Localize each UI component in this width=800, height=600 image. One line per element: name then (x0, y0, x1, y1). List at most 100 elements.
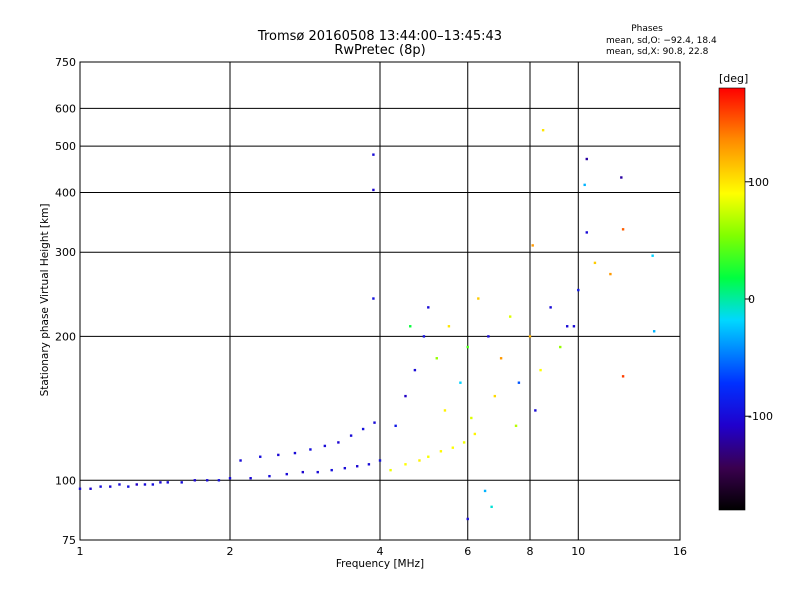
data-point (439, 450, 443, 453)
stats-line-x: mean, sd,X: 90.8, 22.8 (606, 47, 709, 57)
data-point (135, 483, 138, 486)
data-point (309, 448, 312, 451)
y-tick-label: 100 (55, 474, 76, 487)
data-point (565, 325, 569, 328)
data-point (508, 315, 512, 318)
data-point (367, 463, 371, 466)
data-point (217, 479, 221, 482)
x-tick-label: 8 (527, 545, 534, 558)
data-point (78, 487, 82, 490)
colorbar: [deg] 100 0 -100 (718, 72, 773, 511)
data-point (372, 153, 375, 156)
data-point (585, 157, 588, 161)
data-point (652, 330, 656, 333)
data-point (166, 481, 169, 484)
x-tick-label: 1 (77, 545, 84, 558)
y-axis-label: Stationary phase Virtual Height [km] (39, 204, 51, 397)
data-point (337, 441, 340, 444)
data-point (422, 335, 426, 338)
data-point (499, 357, 503, 360)
x-tick-label: 16 (673, 545, 687, 558)
data-point (585, 231, 588, 234)
data-point (330, 468, 333, 472)
data-point (127, 485, 130, 488)
data-point (651, 254, 654, 257)
data-point (477, 297, 480, 300)
data-point (159, 481, 162, 484)
data-point (394, 424, 397, 428)
data-point (277, 453, 280, 457)
data-point (539, 368, 542, 372)
plot-area: 1 2 4 6 8 10 16 75 100 200 300 400 500 600 750 (55, 56, 687, 558)
stats-line-o: mean, sd,O: −92.4, 18.4 (606, 36, 717, 46)
data-point (373, 421, 376, 424)
x-tick-labels: 1 2 4 6 8 10 16 (77, 545, 688, 558)
colorbar-tick-label: 0 (748, 293, 755, 306)
x-tick-label: 2 (227, 545, 234, 558)
data-point (301, 470, 305, 474)
data-point (620, 176, 623, 179)
data-point (109, 485, 112, 488)
data-point (443, 409, 447, 412)
data-point (372, 297, 375, 300)
data-point (193, 479, 197, 482)
data-point (355, 465, 359, 468)
y-tick-labels: 75 100 200 300 400 500 600 750 (55, 56, 76, 547)
data-point (228, 477, 232, 480)
data-point (323, 444, 327, 448)
data-point (459, 381, 462, 384)
data-point (466, 517, 469, 521)
x-tick-label: 6 (464, 545, 471, 558)
data-point (316, 470, 319, 474)
data-point (293, 451, 297, 455)
stats-heading: Phases (631, 24, 663, 34)
data-point (593, 261, 597, 265)
data-point (361, 427, 365, 431)
data-point (473, 432, 477, 436)
data-point (205, 479, 209, 482)
data-point (285, 472, 288, 476)
colorbar-ticks: 100 0 -100 (745, 176, 773, 423)
data-points (78, 128, 656, 521)
data-point (143, 483, 147, 486)
data-point (583, 183, 586, 187)
y-tick-label: 75 (62, 534, 76, 547)
y-tick-label: 600 (55, 102, 76, 115)
data-point (349, 434, 353, 437)
colorbar-gradient (718, 87, 746, 511)
y-tick-label: 500 (55, 140, 76, 153)
chart-subtitle: RwPretec (8p) (334, 43, 425, 58)
data-point (409, 325, 412, 328)
data-point (427, 455, 430, 458)
data-point (531, 244, 534, 247)
data-point (534, 409, 537, 412)
data-point (118, 483, 121, 486)
x-axis-label: Frequency [MHz] (336, 558, 424, 570)
data-point (483, 489, 487, 493)
data-point (89, 487, 92, 490)
data-point (541, 128, 545, 132)
data-point (378, 459, 382, 462)
data-point (549, 306, 552, 309)
colorbar-label: [deg] (719, 72, 748, 85)
data-point (259, 455, 262, 458)
data-point (447, 325, 451, 328)
data-point (487, 335, 490, 338)
y-tick-label: 400 (55, 186, 76, 199)
data-point (462, 441, 466, 444)
data-point (151, 483, 155, 486)
data-point (372, 188, 375, 192)
data-point (268, 474, 271, 478)
y-tick-label: 750 (55, 56, 76, 69)
data-point (389, 468, 392, 472)
data-point (343, 466, 347, 470)
data-point (404, 463, 407, 466)
x-tick-label: 4 (377, 545, 384, 558)
data-point (435, 357, 438, 360)
x-tick-label: 10 (571, 545, 585, 558)
data-point (493, 394, 497, 398)
data-point (577, 288, 580, 292)
data-point (239, 459, 242, 462)
chart-title: Tromsø 20160508 13:44:00–13:45:43 (257, 29, 502, 44)
